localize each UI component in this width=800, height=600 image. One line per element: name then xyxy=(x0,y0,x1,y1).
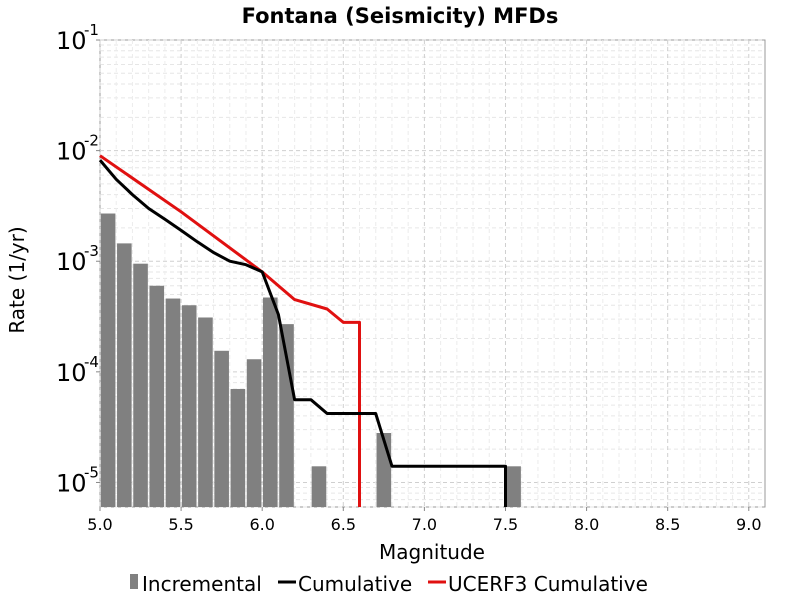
y-tick-labels: 10-510-410-310-210-1 xyxy=(56,21,99,497)
incremental-bar xyxy=(149,285,165,507)
legend: Incremental Cumulative UCERF3 Cumulative xyxy=(130,572,648,596)
y-tick-label: 10-1 xyxy=(56,21,99,55)
y-tick-label: 10-3 xyxy=(56,242,99,276)
incremental-bar xyxy=(198,317,213,507)
grid xyxy=(99,39,765,508)
x-tick-labels: 5.0 5.5 6.0 6.5 7.0 7.5 8.0 8.5 9.0 xyxy=(87,515,761,534)
x-tick-label: 7.0 xyxy=(412,515,437,534)
x-axis-label: Magnitude xyxy=(379,540,485,564)
y-tick-label: 10-2 xyxy=(56,132,99,166)
y-tick-exponent: -1 xyxy=(84,21,99,39)
x-tick-label: 7.5 xyxy=(493,515,518,534)
legend-label: UCERF3 Cumulative xyxy=(448,572,648,596)
plot-area xyxy=(96,39,766,511)
incremental-bar xyxy=(311,466,327,507)
incremental-bar xyxy=(133,263,148,507)
y-tick-base: 10 xyxy=(56,359,87,387)
incremental-bar xyxy=(506,466,521,507)
incremental-bar xyxy=(246,359,262,507)
incremental-bar xyxy=(165,298,181,507)
x-tick-label: 5.5 xyxy=(168,515,193,534)
x-tick-label: 9.0 xyxy=(736,515,761,534)
y-tick-base: 10 xyxy=(56,27,87,55)
y-tick-exponent: -5 xyxy=(84,463,99,481)
y-tick-exponent: -3 xyxy=(84,242,99,260)
cumulative-line xyxy=(98,159,507,507)
legend-swatch xyxy=(130,574,138,589)
y-tick-base: 10 xyxy=(56,138,87,166)
x-tick-label: 6.5 xyxy=(331,515,356,534)
incremental-bar xyxy=(230,388,246,507)
x-tick-label: 8.0 xyxy=(574,515,599,534)
legend-item: UCERF3 Cumulative xyxy=(428,572,648,596)
incremental-bar xyxy=(117,243,132,507)
legend-label: Cumulative xyxy=(298,572,412,596)
y-tick-label: 10-5 xyxy=(56,463,99,497)
incremental-bar xyxy=(263,297,278,507)
y-tick-label: 10-4 xyxy=(56,353,99,387)
ucerf3-cumulative-line xyxy=(99,154,361,507)
y-tick-base: 10 xyxy=(56,469,87,497)
y-tick-base: 10 xyxy=(56,248,87,276)
legend-label: Incremental xyxy=(142,572,262,596)
incremental-bars xyxy=(100,213,521,507)
axis-ticks xyxy=(96,39,750,511)
chart-title: Fontana (Seismicity) MFDs xyxy=(242,4,559,28)
incremental-bar xyxy=(100,213,116,507)
y-axis-label: Rate (1/yr) xyxy=(5,226,29,333)
y-tick-exponent: -2 xyxy=(84,132,99,150)
legend-item: Cumulative xyxy=(278,572,412,596)
x-tick-label: 5.0 xyxy=(87,515,112,534)
incremental-bar xyxy=(214,350,229,507)
x-tick-label: 6.0 xyxy=(249,515,274,534)
series-lines xyxy=(98,154,507,507)
incremental-bar xyxy=(181,305,197,507)
legend-item: Incremental xyxy=(130,572,262,596)
y-tick-exponent: -4 xyxy=(84,353,99,371)
x-tick-label: 8.5 xyxy=(655,515,680,534)
